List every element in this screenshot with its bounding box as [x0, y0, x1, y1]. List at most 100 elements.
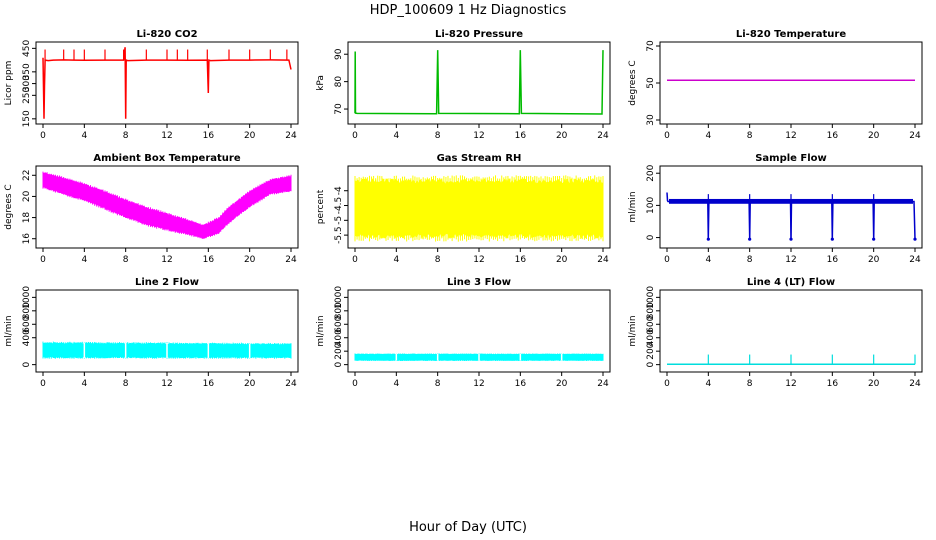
x-tick-label: 16 [827, 255, 839, 265]
x-tick-label: 4 [705, 379, 711, 389]
panel-2: Li-820 Temperature degrees C 0 4 8 12 16 20 24 30… [628, 29, 923, 141]
figure-xlabel: Hour of Day (UTC) [409, 520, 527, 535]
y-tick-label: 400 [334, 329, 344, 346]
x-tick-label: 0 [664, 255, 670, 265]
plot-frame [35, 165, 299, 249]
x-tick-label: 4 [81, 131, 87, 141]
x-tick-label: 4 [393, 131, 399, 141]
y-axis-label: degrees C [4, 184, 14, 229]
x-tick-label: 8 [435, 255, 441, 265]
drop-point [830, 237, 834, 241]
y-tick-label: 150 [22, 110, 32, 127]
x-tick-label: 24 [909, 255, 921, 265]
y-tick-label: 400 [646, 329, 656, 346]
panel-title: Line 4 (LT) Flow [747, 277, 835, 288]
y-tick-label: 200 [646, 342, 656, 359]
panel-4: Gas Stream RH percent 0 4 8 12 16 20 24 -5.5-5-4.… [316, 153, 611, 265]
x-tick-label: 24 [597, 255, 609, 265]
y-tick-label: 600 [334, 315, 344, 332]
y-axis-label: percent [316, 189, 326, 224]
x-tick-label: 4 [81, 379, 87, 389]
y-tick-label: 250 [22, 86, 32, 103]
x-tick-label: 24 [909, 131, 921, 141]
x-tick-label: 0 [352, 255, 358, 265]
y-tick-label: 1000 [22, 286, 32, 309]
x-tick-label: 20 [556, 255, 568, 265]
panel-7: Line 3 Flow ml/min 0 4 8 12 16 20 24 0 20040060080… [316, 277, 611, 389]
series-8 [667, 354, 916, 366]
drop-point [748, 237, 752, 241]
panel-6: Line 2 Flow ml/min 0 4 8 12 16 20 24 0 40060080010… [4, 277, 299, 389]
plot-frame [659, 41, 923, 125]
x-tick-label: 8 [747, 379, 753, 389]
x-tick-label: 24 [909, 379, 921, 389]
y-tick-label: 1000 [646, 286, 656, 309]
y-tick-label: 400 [22, 329, 32, 346]
x-tick-label: 16 [827, 379, 839, 389]
x-tick-label: 12 [473, 379, 484, 389]
panel-title: Ambient Box Temperature [93, 153, 240, 164]
x-tick-label: 4 [81, 255, 87, 265]
y-tick-label: -4 [334, 186, 344, 195]
x-tick-label: 16 [515, 131, 527, 141]
panel-title: Gas Stream RH [437, 153, 522, 164]
series-6 [42, 341, 292, 359]
x-tick-label: 16 [515, 379, 527, 389]
series-3 [42, 171, 292, 239]
x-tick-label: 4 [705, 255, 711, 265]
x-tick-label: 20 [244, 131, 256, 141]
x-tick-label: 24 [597, 131, 609, 141]
series-line [42, 47, 292, 119]
series-7 [354, 353, 604, 362]
y-tick-label: 800 [334, 302, 344, 319]
y-tick-label: 70 [334, 103, 344, 115]
y-tick-label: 70 [646, 40, 656, 52]
x-tick-label: 8 [747, 255, 753, 265]
x-tick-label: 16 [515, 255, 527, 265]
y-tick-label: 0 [646, 362, 656, 368]
y-tick-label: 20 [22, 190, 32, 202]
panel-title: Li-820 Temperature [736, 29, 846, 40]
x-tick-label: 12 [473, 255, 484, 265]
x-tick-label: 4 [705, 131, 711, 141]
y-axis-label: ml/min [628, 191, 638, 222]
y-axis-label: ml/min [628, 315, 638, 346]
x-tick-label: 12 [473, 131, 484, 141]
y-tick-label: 800 [646, 302, 656, 319]
x-tick-label: 8 [747, 131, 753, 141]
drop-point [872, 237, 876, 241]
x-tick-label: 12 [161, 131, 172, 141]
x-tick-label: 24 [285, 131, 297, 141]
x-tick-label: 24 [285, 255, 297, 265]
x-tick-label: 16 [203, 379, 215, 389]
x-tick-label: 20 [556, 379, 568, 389]
x-tick-label: 0 [352, 131, 358, 141]
x-tick-label: 12 [161, 255, 172, 265]
y-tick-label: 1000 [334, 286, 344, 309]
x-tick-label: 20 [556, 131, 568, 141]
x-tick-label: 24 [285, 379, 297, 389]
x-tick-label: 8 [123, 379, 129, 389]
x-tick-label: 8 [123, 131, 129, 141]
x-tick-label: 0 [664, 131, 670, 141]
drop-point [706, 237, 710, 241]
y-tick-label: 16 [22, 233, 32, 245]
x-tick-label: 20 [868, 379, 880, 389]
x-tick-label: 20 [868, 255, 880, 265]
y-tick-label: 800 [22, 302, 32, 319]
series-5 [666, 192, 917, 241]
panel-title: Li-820 CO2 [136, 29, 197, 40]
panel-3: Ambient Box Temperature degrees C 0 4 8 12 16 2… [4, 153, 299, 265]
drop-point [789, 237, 793, 241]
x-tick-label: 8 [435, 131, 441, 141]
figure-title: HDP_100609 1 Hz Diagnostics [370, 3, 567, 18]
y-axis-label: Licor ppm [4, 61, 14, 106]
y-tick-label: 600 [646, 315, 656, 332]
y-tick-label: 0 [646, 234, 656, 240]
y-tick-label: -4.5 [334, 197, 344, 215]
y-tick-label: 100 [646, 197, 656, 214]
x-tick-label: 8 [435, 379, 441, 389]
x-tick-label: 8 [123, 255, 129, 265]
x-tick-label: 0 [664, 379, 670, 389]
